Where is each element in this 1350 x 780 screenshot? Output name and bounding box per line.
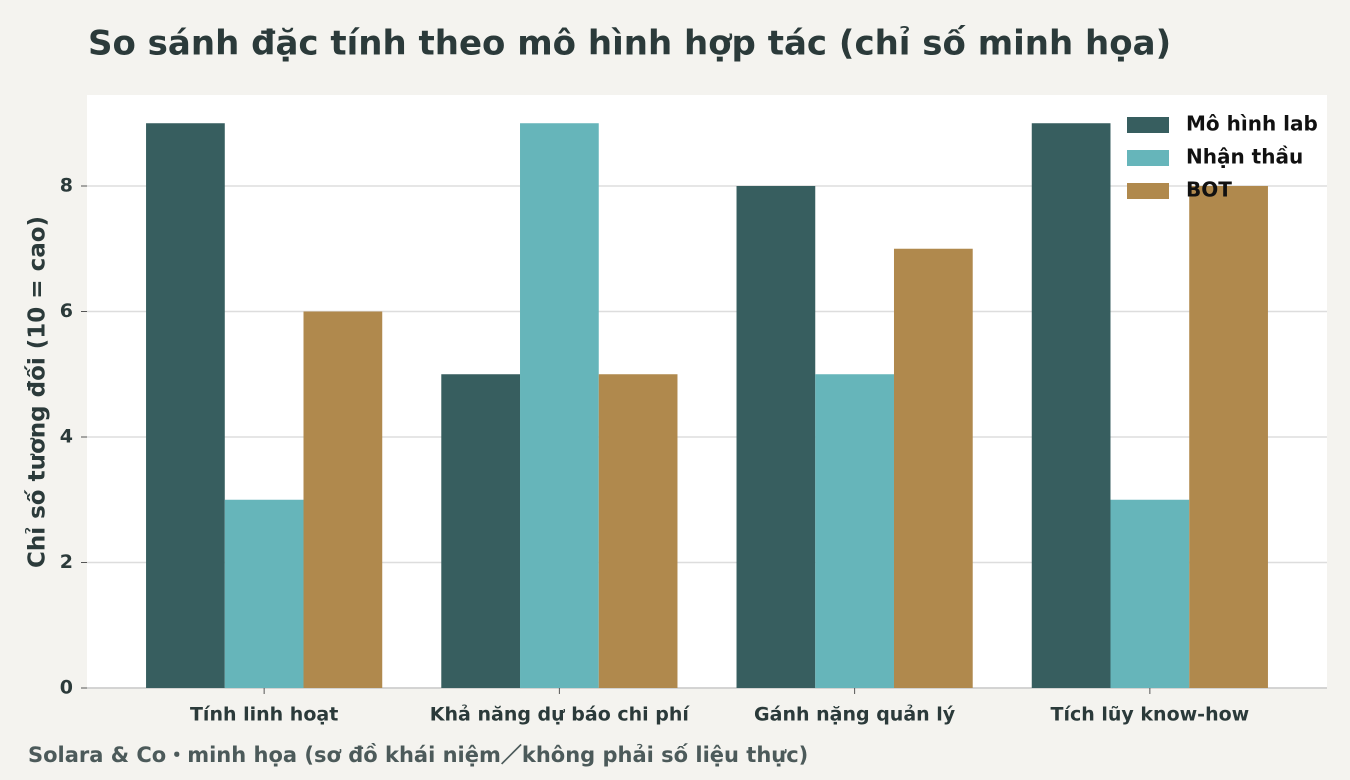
legend-swatch <box>1127 183 1169 199</box>
x-tick-label: Tích lũy know-how <box>1051 704 1250 726</box>
y-tick-label: 6 <box>60 300 73 322</box>
legend-label: Nhận thầu <box>1186 145 1303 169</box>
bar <box>520 123 599 688</box>
bar <box>441 374 521 688</box>
legend-swatch <box>1127 150 1169 166</box>
bar <box>1189 185 1268 688</box>
legend-label: Mô hình lab <box>1186 112 1318 136</box>
bar <box>146 123 225 688</box>
bar <box>736 185 816 688</box>
chart-title: So sánh đặc tính theo mô hình hợp tác (c… <box>88 24 1171 64</box>
y-tick-label: 0 <box>60 677 73 699</box>
x-tick-label: Tính linh hoạt <box>190 704 338 726</box>
legend-swatch <box>1127 117 1169 133</box>
x-tick-label: Gánh nặng quản lý <box>754 704 956 726</box>
y-tick-label: 2 <box>60 551 73 573</box>
bar <box>815 374 894 688</box>
bar <box>303 311 383 688</box>
y-axis-label: Chỉ số tương đối (10 = cao) <box>24 216 51 568</box>
bar <box>1110 499 1190 688</box>
bar <box>224 499 304 688</box>
y-tick-label: 8 <box>60 174 73 196</box>
footnote: Solara & Co・minh họa (sơ đồ khái niệm／kh… <box>28 743 808 767</box>
bar <box>598 374 678 688</box>
y-tick-label: 4 <box>60 425 73 447</box>
bar <box>893 248 973 689</box>
legend-label: BOT <box>1186 178 1232 202</box>
bar <box>1031 123 1111 688</box>
x-tick-label: Khả năng dự báo chi phí <box>430 704 691 726</box>
